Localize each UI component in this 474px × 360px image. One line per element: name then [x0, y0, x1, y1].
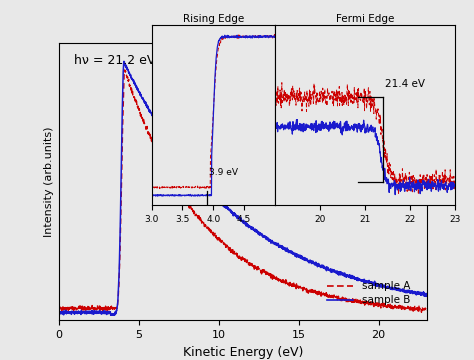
sample B — [424, 292, 429, 297]
Title: Fermi Edge: Fermi Edge — [336, 14, 394, 24]
sample B — [121, 59, 127, 63]
sample B — [346, 275, 352, 279]
Title: Rising Edge: Rising Edge — [182, 14, 244, 24]
sample B — [236, 215, 241, 219]
sample A — [75, 307, 81, 311]
sample A — [122, 68, 128, 72]
Legend: sample A, sample B: sample A, sample B — [323, 277, 414, 310]
sample A — [346, 298, 352, 302]
Text: hν = 21.2 eV: hν = 21.2 eV — [74, 54, 155, 67]
Line: sample B: sample B — [59, 61, 427, 315]
Y-axis label: Intensity (arb.units): Intensity (arb.units) — [44, 127, 54, 237]
Line: sample A: sample A — [59, 70, 427, 312]
sample B — [413, 291, 419, 296]
sample A — [424, 308, 429, 312]
sample B — [226, 207, 231, 211]
Text: 3.9 eV: 3.9 eV — [209, 168, 238, 177]
sample A — [56, 306, 62, 310]
sample B — [108, 313, 114, 317]
sample B — [75, 311, 81, 315]
sample B — [56, 311, 62, 315]
sample A — [413, 307, 419, 311]
Text: 21.4 eV: 21.4 eV — [385, 79, 425, 89]
sample A — [419, 310, 424, 314]
sample A — [226, 245, 231, 249]
sample A — [235, 254, 241, 258]
sample A — [413, 306, 419, 311]
X-axis label: Kinetic Energy (eV): Kinetic Energy (eV) — [183, 346, 303, 359]
sample B — [413, 293, 419, 297]
